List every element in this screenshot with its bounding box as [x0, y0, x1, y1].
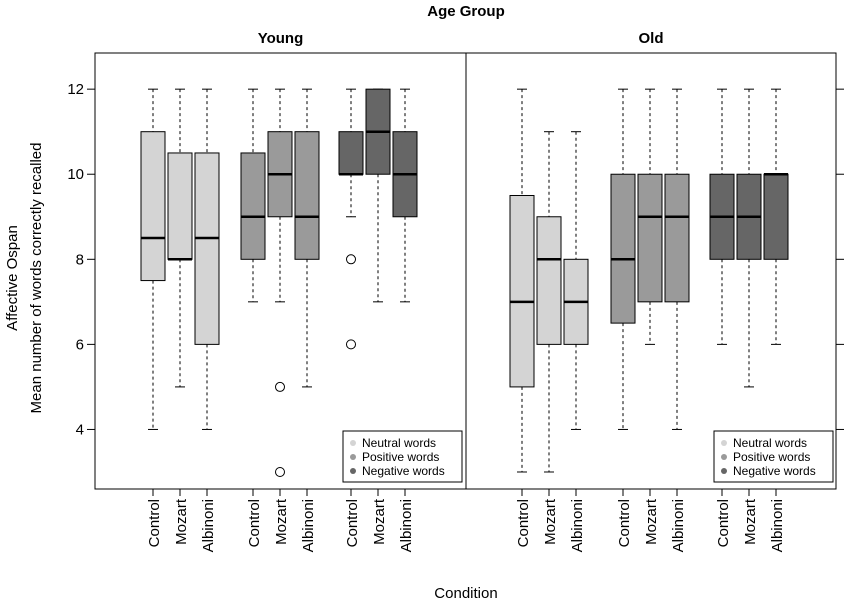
box-iqr-old-neutral-words-control — [509, 194, 535, 388]
legend-label-positive-words: Positive words — [362, 450, 439, 464]
legend-swatch-positive-words — [350, 454, 356, 460]
panel-frame-old — [465, 52, 837, 490]
legend-label-positive-words: Positive words — [733, 450, 810, 464]
box-old-negative-words-mozart — [736, 88, 762, 388]
x-tick-label-old-positive-words-albinoni: Albinoni — [670, 499, 687, 552]
x-tick-label-old-neutral-words-mozart: Mozart — [542, 498, 559, 545]
legend-swatch-negative-words — [721, 468, 727, 474]
y-axis-label: Affective Ospan Mean number of words cor… — [4, 143, 45, 414]
outlier-young-positive-words-mozart-1 — [275, 466, 285, 477]
outlier-young-positive-words-mozart-0 — [275, 381, 285, 392]
box-iqr-old-negative-words-albinoni — [763, 173, 789, 260]
box-young-positive-words-control — [240, 88, 266, 303]
legend-swatch-negative-words — [350, 468, 356, 474]
x-tick-label-young-positive-words-control: Control — [246, 499, 263, 547]
panel-title-young: Young — [258, 30, 304, 47]
legend-box — [342, 430, 463, 483]
legend-swatch-neutral-words — [350, 440, 356, 446]
y-tick-label-8: 8 — [76, 251, 84, 268]
box-young-neutral-words-albinoni — [194, 88, 220, 430]
legend-box — [713, 430, 834, 483]
box-young-positive-words-albinoni — [294, 88, 320, 388]
box-young-positive-words-mozart — [267, 88, 293, 477]
box-old-neutral-words-albinoni — [563, 131, 589, 430]
outlier-young-negative-words-control-1 — [346, 339, 356, 350]
y-axis-label-line1: Affective Ospan — [4, 225, 21, 331]
x-axis-label: Condition — [434, 585, 497, 602]
box-iqr-young-neutral-words-mozart — [167, 152, 193, 260]
box-old-positive-words-albinoni — [664, 88, 690, 430]
box-iqr-old-neutral-words-mozart — [536, 216, 562, 345]
box-iqr-young-negative-words-control — [338, 131, 364, 175]
box-young-neutral-words-control — [140, 88, 166, 430]
box-iqr-young-positive-words-control — [240, 152, 266, 260]
x-tick-label-young-positive-words-albinoni: Albinoni — [300, 499, 317, 552]
box-old-negative-words-control — [709, 88, 735, 345]
x-tick-label-young-negative-words-mozart: Mozart — [371, 498, 388, 545]
panel-titles: Young Old — [258, 30, 664, 47]
box-old-positive-words-control — [610, 88, 636, 430]
box-iqr-old-positive-words-control — [610, 173, 636, 324]
x-tick-label-old-negative-words-albinoni: Albinoni — [769, 499, 786, 552]
box-iqr-young-neutral-words-albinoni — [194, 152, 220, 345]
box-iqr-old-positive-words-albinoni — [664, 173, 690, 303]
x-tick-label-old-neutral-words-albinoni: Albinoni — [569, 499, 586, 552]
x-tick-label-young-neutral-words-control: Control — [146, 499, 163, 547]
panel-old — [509, 88, 789, 473]
panel-young — [140, 88, 418, 477]
box-old-neutral-words-control — [509, 88, 535, 473]
x-tick-label-young-neutral-words-albinoni: Albinoni — [200, 499, 217, 552]
x-tick-label-young-negative-words-control: Control — [344, 499, 361, 547]
panel-title-old: Old — [639, 30, 664, 47]
box-iqr-young-positive-words-albinoni — [294, 131, 320, 260]
box-old-positive-words-mozart — [637, 88, 663, 345]
legend-label-neutral-words: Neutral words — [362, 436, 436, 450]
legend-label-neutral-words: Neutral words — [733, 436, 807, 450]
y-axis-label-line2: Mean number of words correctly recalled — [28, 143, 45, 414]
box-young-neutral-words-mozart — [167, 88, 193, 388]
box-old-negative-words-albinoni — [763, 88, 789, 345]
x-axis: Control Mozart Albinoni Control Mozart Albino… — [146, 489, 786, 552]
y-tick-label-6: 6 — [76, 336, 84, 353]
box-young-negative-words-control — [338, 88, 364, 350]
x-tick-label-young-neutral-words-mozart: Mozart — [173, 498, 190, 545]
chart-title: Age Group — [427, 3, 505, 20]
x-tick-label-old-positive-words-mozart: Mozart — [643, 498, 660, 545]
outlier-young-negative-words-control-0 — [346, 254, 356, 265]
x-tick-label-old-negative-words-control: Control — [715, 499, 732, 547]
y-axis: 4 6 8 10 12 — [67, 81, 844, 438]
panels — [140, 88, 789, 477]
box-old-neutral-words-mozart — [536, 131, 562, 473]
box-iqr-old-positive-words-mozart — [637, 173, 663, 303]
legend-label-negative-words: Negative words — [733, 464, 816, 478]
y-tick-label-10: 10 — [67, 166, 84, 183]
legend-swatch-positive-words — [721, 454, 727, 460]
x-tick-label-young-positive-words-mozart: Mozart — [273, 498, 290, 545]
box-young-negative-words-albinoni — [392, 88, 418, 303]
legend-label-negative-words: Negative words — [362, 464, 445, 478]
box-iqr-young-neutral-words-control — [140, 131, 166, 282]
x-tick-label-old-positive-words-control: Control — [616, 499, 633, 547]
legend-swatch-neutral-words — [721, 440, 727, 446]
x-tick-label-old-negative-words-mozart: Mozart — [742, 498, 759, 545]
y-tick-label-4: 4 — [76, 421, 84, 438]
y-tick-label-12: 12 — [67, 81, 84, 98]
x-tick-label-young-negative-words-albinoni: Albinoni — [398, 499, 415, 552]
box-young-negative-words-mozart — [365, 88, 391, 303]
x-tick-label-old-neutral-words-control: Control — [515, 499, 532, 547]
